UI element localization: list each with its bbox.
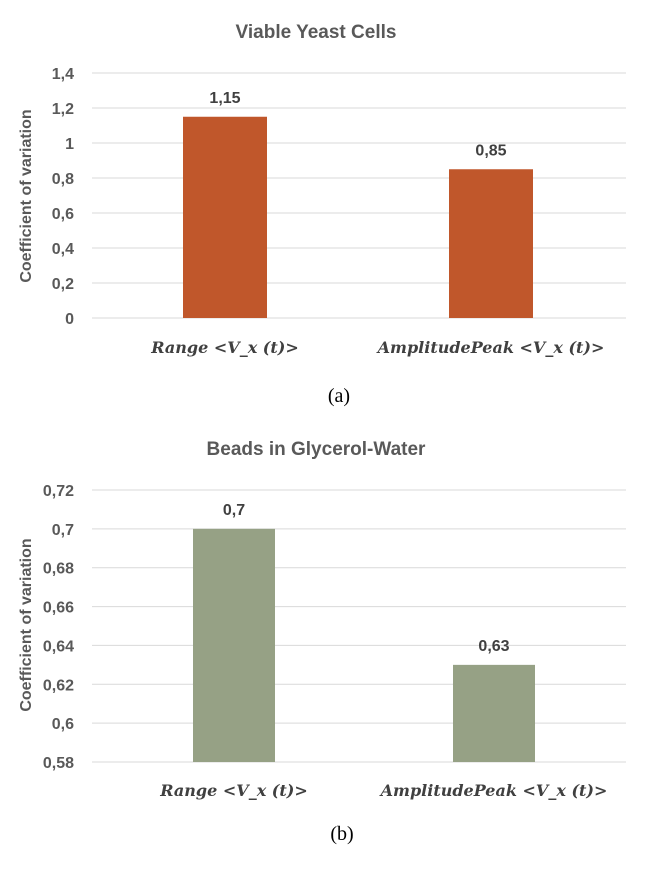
bar [193, 528, 275, 762]
category-label: AmplitudePeak <V_x (t)> [376, 338, 605, 357]
chart-b-bars [193, 528, 535, 762]
chart-b-gridlines [92, 489, 626, 763]
chart-b-caption: (b) [330, 823, 353, 845]
chart-a-categories: Range <V_x (t)> AmplitudePeak <V_x (t)> [150, 338, 604, 357]
data-label: 0,63 [478, 638, 509, 655]
y-tick-label: 0,7 [52, 522, 74, 539]
data-label: 0,7 [223, 502, 245, 519]
chart-b-title: Beads in Glycerol-Water [207, 439, 427, 460]
chart-a-gridlines [92, 72, 626, 319]
chart-a-data-labels: 1,15 0,85 [209, 90, 506, 160]
bar [449, 169, 533, 318]
chart-a-bars [183, 116, 533, 318]
y-tick-label: 0,6 [52, 206, 74, 223]
y-tick-label: 0,2 [52, 276, 74, 293]
data-label: 1,15 [209, 90, 240, 107]
category-label: Range <V_x (t)> [159, 781, 307, 800]
y-tick-label: 0,64 [43, 638, 74, 655]
y-tick-label: 0,68 [43, 561, 74, 578]
chart-b-y-axis-label: Coefficient of variation [18, 538, 35, 711]
y-tick-label: 0,62 [43, 677, 74, 694]
y-tick-label: 0,58 [43, 755, 74, 772]
chart-a: Viable Yeast Cells 00,20,40,60,811,21,4 … [18, 22, 626, 407]
bar [183, 116, 267, 318]
y-tick-label: 0,66 [43, 600, 74, 617]
bar [453, 664, 535, 762]
data-label: 0,85 [475, 142, 506, 159]
chart-b-categories: Range <V_x (t)> AmplitudePeak <V_x (t)> [159, 781, 607, 800]
y-tick-label: 1,2 [52, 101, 74, 118]
y-tick-label: 1,4 [52, 66, 74, 83]
y-tick-label: 0,4 [52, 241, 74, 258]
category-label: AmplitudePeak <V_x (t)> [379, 781, 608, 800]
chart-a-y-axis-label: Coefficient of variation [18, 109, 35, 282]
chart-a-y-ticks: 0 0,2 0,4 0,6 0,8 1 1,2 1,4 [52, 66, 74, 328]
y-tick-label: 0,72 [43, 483, 74, 500]
chart-b: Beads in Glycerol-Water 0,580,60,620,640… [18, 439, 626, 845]
chart-a-title: Viable Yeast Cells [236, 22, 397, 43]
chart-b-y-ticks: 0,58 0,6 0,62 0,64 0,66 0,68 0,7 0,72 [43, 483, 74, 772]
chart-a-caption: (a) [328, 385, 350, 407]
y-tick-label: 0 [65, 311, 74, 328]
y-tick-label: 1 [65, 136, 74, 153]
y-tick-label: 0,8 [52, 171, 74, 188]
y-tick-label: 0,6 [52, 716, 74, 733]
category-label: Range <V_x (t)> [150, 338, 298, 357]
chart-b-data-labels: 0,7 0,63 [223, 502, 510, 655]
